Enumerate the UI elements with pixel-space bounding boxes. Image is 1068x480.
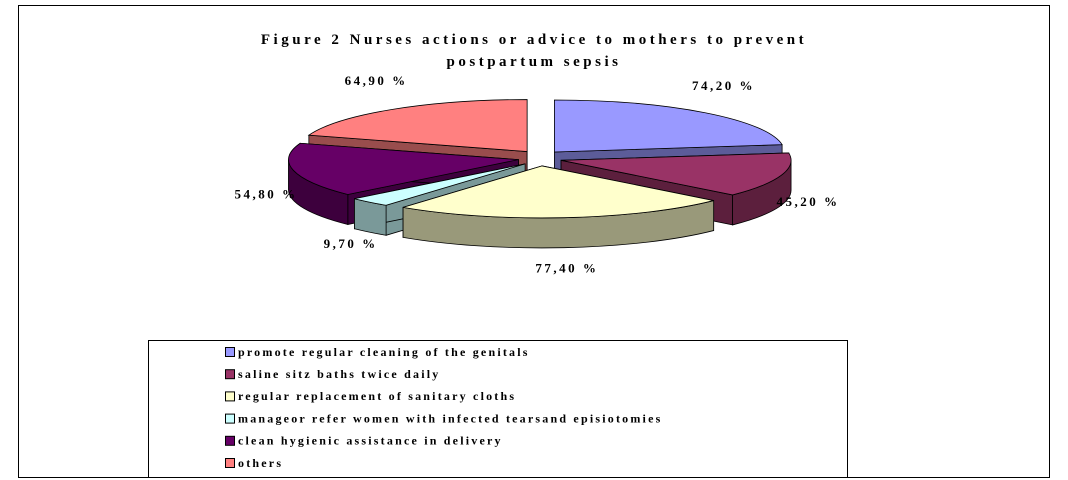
- legend-label: promote regular cleaning of the genitals: [238, 345, 530, 359]
- legend-box: [148, 340, 848, 478]
- slice: [288, 142, 519, 195]
- legend-label: clean hygienic assistance in delivery: [238, 434, 503, 448]
- slice: [402, 165, 714, 219]
- data-label: 64,90 %: [345, 73, 408, 88]
- slice: [560, 152, 792, 196]
- legend-swatch: [225, 413, 235, 424]
- data-label: 77,40 %: [535, 261, 598, 276]
- data-label: 74,20 %: [692, 78, 755, 93]
- legend-label: regular replacement of sanitary cloths: [238, 389, 516, 403]
- data-label: 9,70 %: [324, 236, 378, 251]
- data-label: 54,80 %: [234, 186, 297, 201]
- data-label: 45,20 %: [777, 194, 840, 209]
- chart-title: Figure 2 Nurses actions or advice to mot…: [261, 32, 807, 70]
- legend-swatch: [225, 458, 235, 468]
- legend-label: others: [238, 456, 283, 470]
- slice: [354, 163, 526, 206]
- legend-swatch: [225, 347, 235, 357]
- slice: [554, 99, 783, 153]
- pie: [288, 99, 792, 249]
- slice-group: [402, 165, 715, 249]
- legend-swatch: [225, 391, 235, 402]
- legend-swatch: [225, 369, 235, 380]
- slice: [307, 99, 528, 152]
- legend-label: saline sitz baths twice daily: [238, 367, 440, 381]
- legend-label: manageor refer women with infected tears…: [238, 411, 662, 425]
- legend-swatch: [225, 435, 235, 446]
